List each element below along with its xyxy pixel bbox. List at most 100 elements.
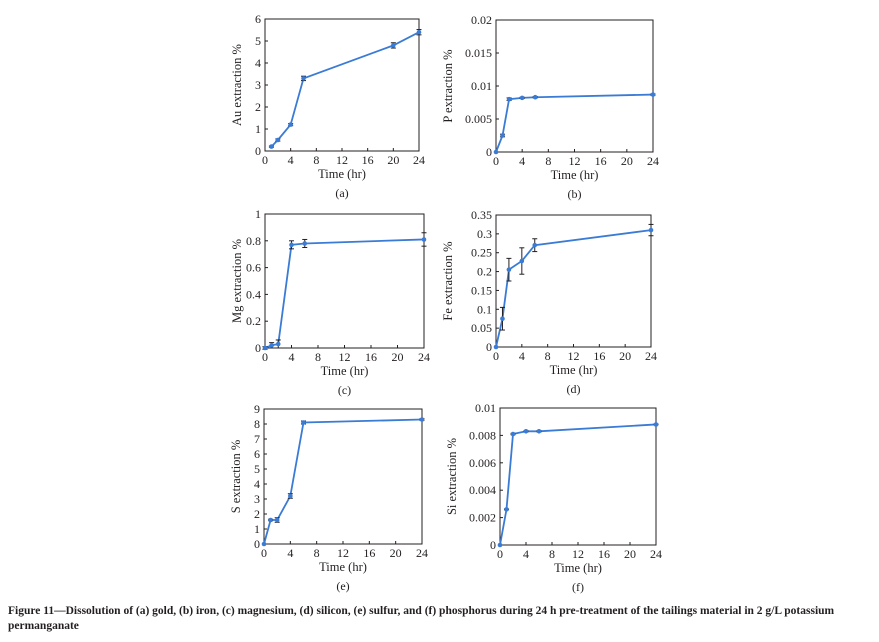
x-tick-label: 24 <box>650 547 662 561</box>
x-tick-label: 0 <box>493 349 499 363</box>
data-point <box>510 431 516 437</box>
figure-caption: Figure 11—Dissolution of (a) gold, (b) i… <box>8 605 835 632</box>
x-tick-label: 4 <box>287 546 293 560</box>
data-point <box>536 428 542 434</box>
data-point <box>289 242 294 248</box>
y-tick-label: 9 <box>254 402 260 416</box>
x-tick-label: 24 <box>418 350 430 364</box>
y-tick-label: 5 <box>255 34 261 48</box>
data-point <box>301 420 306 425</box>
x-tick-label: 16 <box>595 154 607 168</box>
x-tick-label: 0 <box>497 547 503 561</box>
data-point <box>493 344 499 350</box>
y-tick-label: 0.2 <box>246 314 261 328</box>
data-point <box>261 541 267 547</box>
panel-label: (e) <box>336 579 349 593</box>
panel-label: (b) <box>568 187 582 201</box>
y-tick-label: 0.01 <box>475 401 496 415</box>
x-tick-label: 8 <box>313 153 319 167</box>
data-point <box>519 95 525 101</box>
series-line <box>499 423 657 546</box>
data-point <box>302 241 308 246</box>
data-point <box>275 137 281 143</box>
data-point <box>653 422 659 427</box>
x-tick-label: 16 <box>598 547 610 561</box>
x-axis-label: Time (hr) <box>551 168 599 182</box>
x-tick-label: 12 <box>572 547 584 561</box>
y-axis-label: Mg extraction % <box>230 239 244 323</box>
y-tick-label: 1 <box>255 122 261 136</box>
data-point <box>519 258 525 264</box>
x-tick-label: 4 <box>289 350 295 364</box>
x-tick-label: 0 <box>261 546 267 560</box>
panel-label: (a) <box>335 186 348 200</box>
y-tick-label: 0 <box>254 537 260 551</box>
x-tick-label: 4 <box>523 547 529 561</box>
x-tick-label: 20 <box>624 547 636 561</box>
y-tick-label: 8 <box>254 417 260 431</box>
y-axis-label: S extraction % <box>229 440 243 514</box>
x-tick-label: 24 <box>416 546 428 560</box>
y-tick-label: 4 <box>254 477 260 491</box>
data-point <box>288 493 293 499</box>
x-tick-label: 20 <box>387 153 399 167</box>
x-tick-label: 20 <box>390 546 402 560</box>
x-tick-label: 0 <box>493 154 499 168</box>
y-tick-label: 6 <box>255 12 261 26</box>
y-tick-label: 6 <box>254 447 260 461</box>
data-point <box>301 76 306 81</box>
data-point <box>497 542 503 548</box>
data-point <box>506 96 512 102</box>
x-tick-label: 8 <box>315 350 321 364</box>
data-point <box>419 417 425 422</box>
data-point <box>288 122 293 127</box>
data-point <box>648 227 654 233</box>
x-tick-label: 12 <box>336 153 348 167</box>
y-tick-label: 0 <box>255 341 261 355</box>
y-tick-label: 7 <box>254 432 260 446</box>
data-point <box>275 341 281 347</box>
y-tick-label: 0.02 <box>471 13 492 27</box>
data-point <box>269 144 274 149</box>
x-tick-label: 16 <box>363 546 375 560</box>
x-tick-label: 24 <box>647 154 659 168</box>
data-point <box>391 43 396 48</box>
y-tick-label: 2 <box>255 100 261 114</box>
y-axis-label: Si extraction % <box>445 438 459 515</box>
y-tick-label: 0 <box>486 145 492 159</box>
y-tick-label: 0 <box>486 340 492 354</box>
y-tick-label: 0.006 <box>469 456 496 470</box>
x-tick-label: 20 <box>619 349 631 363</box>
y-tick-label: 0.01 <box>471 79 492 93</box>
y-tick-label: 0 <box>490 538 496 552</box>
panel-label: (c) <box>338 383 351 397</box>
data-point <box>269 343 274 348</box>
data-point <box>262 345 268 351</box>
x-tick-label: 20 <box>621 154 633 168</box>
x-tick-label: 8 <box>314 546 320 560</box>
y-tick-label: 0.8 <box>246 234 261 248</box>
y-tick-label: 0.35 <box>471 208 492 222</box>
data-point <box>421 237 427 242</box>
y-tick-label: 5 <box>254 462 260 476</box>
x-axis-label: Time (hr) <box>319 560 367 574</box>
y-tick-label: 0.05 <box>471 321 492 335</box>
y-tick-label: 0.25 <box>471 246 492 260</box>
x-tick-label: 12 <box>569 154 581 168</box>
data-point <box>500 316 505 322</box>
y-tick-label: 0.15 <box>471 283 492 297</box>
x-tick-label: 12 <box>339 350 351 364</box>
x-axis-label: Time (hr) <box>550 363 598 377</box>
data-point <box>416 29 422 35</box>
x-tick-label: 24 <box>413 153 425 167</box>
data-point <box>532 242 538 248</box>
x-tick-label: 8 <box>545 349 551 363</box>
y-tick-label: 0.4 <box>246 287 261 301</box>
data-point <box>268 517 273 523</box>
x-tick-label: 0 <box>262 153 268 167</box>
